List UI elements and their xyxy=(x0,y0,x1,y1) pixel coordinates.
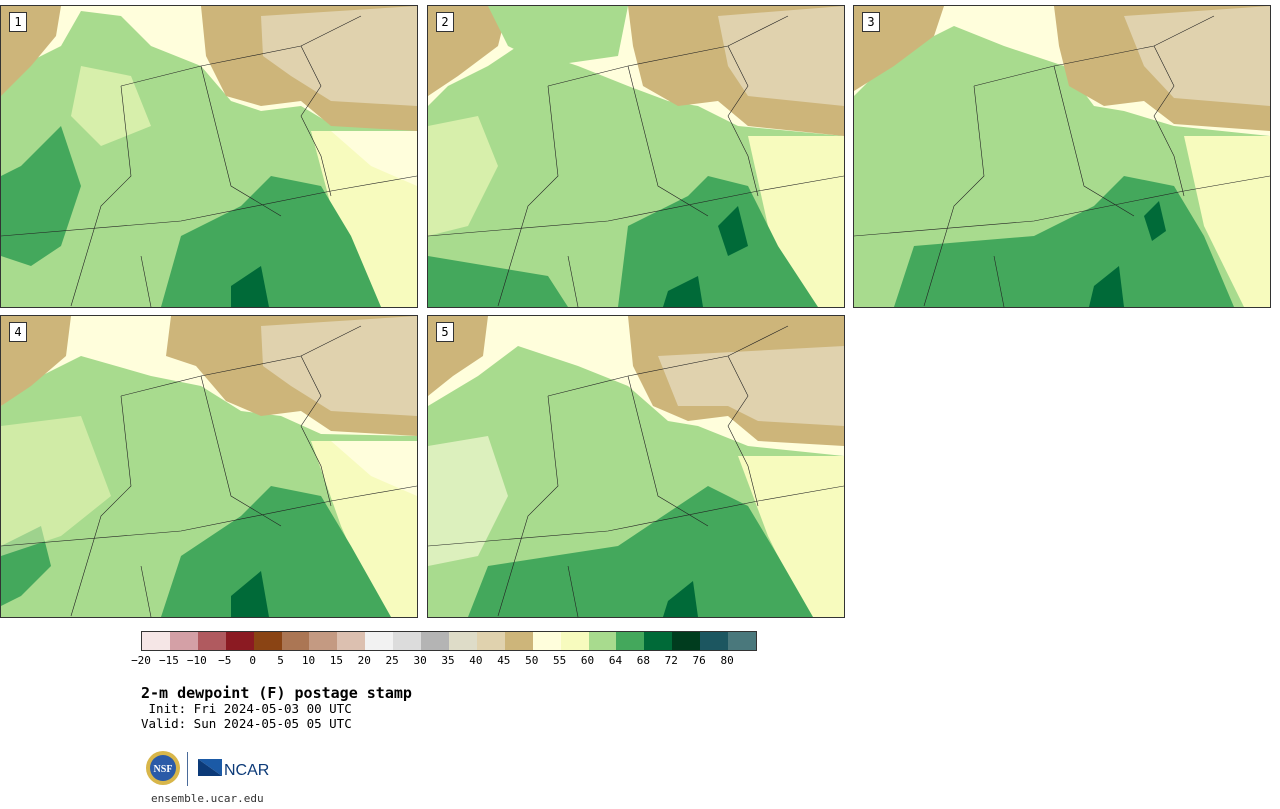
valid-time: Valid: Sun 2024-05-05 05 UTC xyxy=(141,716,352,731)
colorbar xyxy=(141,631,757,651)
colorbar-swatch xyxy=(644,632,673,650)
panel-number: 4 xyxy=(9,322,27,342)
map-title: 2-m dewpoint (F) postage stamp xyxy=(141,684,412,702)
logo-separator xyxy=(187,752,188,786)
colorbar-tick-label: 64 xyxy=(608,654,623,667)
colorbar-tick-label: 72 xyxy=(664,654,678,667)
colorbar-tick-label: −20 xyxy=(131,654,151,667)
colorbar-swatch xyxy=(393,632,422,650)
svg-text:NCAR: NCAR xyxy=(224,762,269,779)
colorbar-tick-label: −15 xyxy=(158,654,179,667)
colorbar-swatch xyxy=(365,632,394,650)
panel-number: 5 xyxy=(436,322,454,342)
colorbar-tick-label: 5 xyxy=(277,654,284,667)
colorbar-swatch xyxy=(672,632,701,650)
dewpoint-map-3 xyxy=(854,6,1270,307)
colorbar-swatch xyxy=(448,632,477,650)
colorbar-swatch xyxy=(253,632,282,650)
colorbar-tick-label: 80 xyxy=(720,654,734,667)
colorbar-swatch xyxy=(476,632,505,650)
colorbar-tick-label: 15 xyxy=(329,654,343,667)
colorbar-tick-label: 60 xyxy=(580,654,595,667)
stamp-panel-2: 2 xyxy=(427,5,845,308)
colorbar-swatch xyxy=(337,632,366,650)
colorbar-tick-label: 30 xyxy=(413,654,427,667)
panel-number: 2 xyxy=(436,12,454,32)
stamp-panel-5: 5 xyxy=(427,315,845,618)
colorbar-swatch xyxy=(281,632,310,650)
colorbar-swatch xyxy=(142,632,170,650)
colorbar-tick-label: 40 xyxy=(469,654,483,667)
colorbar-tick-label: 10 xyxy=(301,654,316,667)
colorbar-tick-label: 0 xyxy=(249,654,256,667)
stamp-panel-3: 3 xyxy=(853,5,1271,308)
svg-text:NSF: NSF xyxy=(154,764,173,775)
colorbar-tick-label: 50 xyxy=(525,654,539,667)
dewpoint-map-1 xyxy=(1,6,417,307)
ncar-logo-icon: NCAR xyxy=(198,759,269,779)
dewpoint-map-2 xyxy=(428,6,844,307)
colorbar-swatch xyxy=(197,632,226,650)
colorbar-swatch xyxy=(169,632,198,650)
colorbar-tick-label: 20 xyxy=(357,654,371,667)
colorbar-tick-label: −5 xyxy=(218,654,232,667)
nsf-logo-icon: NSF xyxy=(146,751,180,785)
colorbar-swatch xyxy=(728,632,756,650)
colorbar-ticks: −20 −15 −10 −5 0 5 10 15 20 25 30 35 40 45 50 55 60 64 68 7… xyxy=(131,654,755,668)
stamp-panel-4: 4 xyxy=(0,315,418,618)
colorbar-swatch xyxy=(560,632,589,650)
colorbar-swatch xyxy=(504,632,533,650)
dewpoint-map-4 xyxy=(1,316,417,617)
colorbar-swatch xyxy=(309,632,338,650)
website-url: ensemble.ucar.edu xyxy=(151,792,264,805)
colorbar-tick-label: 35 xyxy=(441,654,455,667)
colorbar-tick-label: 55 xyxy=(553,654,567,667)
colorbar-tick-label: 68 xyxy=(636,654,650,667)
stamp-panel-1: 1 xyxy=(0,5,418,308)
panel-number: 3 xyxy=(862,12,880,32)
colorbar-tick-label: 76 xyxy=(692,654,706,667)
colorbar-swatch xyxy=(700,632,729,650)
dewpoint-map-5 xyxy=(428,316,844,617)
colorbar-tick-label: 45 xyxy=(497,654,511,667)
colorbar-swatch xyxy=(225,632,254,650)
colorbar-swatch xyxy=(421,632,449,650)
colorbar-tick-label: 25 xyxy=(385,654,399,667)
colorbar-swatch xyxy=(532,632,561,650)
panel-number: 1 xyxy=(9,12,27,32)
colorbar-swatch xyxy=(588,632,617,650)
init-time: Init: Fri 2024-05-03 00 UTC xyxy=(141,701,352,716)
colorbar-swatch xyxy=(616,632,645,650)
colorbar-tick-label: −10 xyxy=(186,654,207,667)
